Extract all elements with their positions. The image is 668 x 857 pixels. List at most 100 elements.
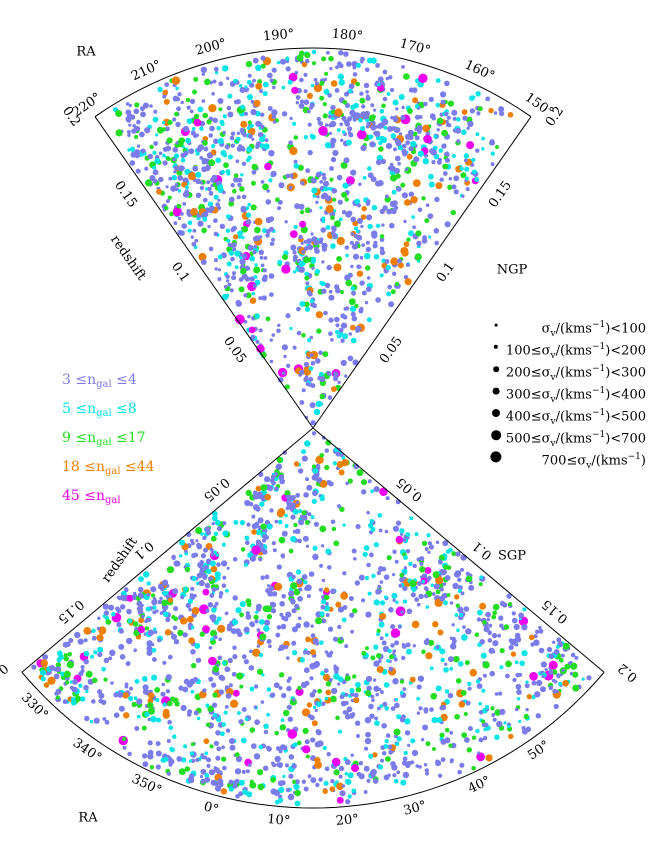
ngp-cluster-point: [346, 139, 352, 146]
sgp-cluster-point: [206, 757, 212, 763]
sgp-cluster-point: [318, 587, 323, 592]
ngp-cluster-point: [328, 55, 334, 62]
sgp-cluster-point: [387, 744, 393, 750]
sgp-cluster-point: [155, 697, 160, 703]
sgp-cluster-point: [423, 586, 429, 591]
sgp-cluster-point: [256, 491, 263, 498]
sgp-cluster-point: [202, 688, 207, 693]
sgp-cluster-point: [451, 623, 455, 627]
sgp-cluster-point: [402, 538, 407, 542]
sgp-cluster-point: [461, 634, 468, 641]
sgp-cluster-point: [137, 625, 145, 634]
sgp-cluster-point: [538, 625, 542, 630]
ngp-cluster-point: [381, 262, 388, 269]
sgp-cluster-point: [482, 661, 490, 669]
ngp-cluster-point: [342, 100, 348, 105]
ngp-cluster-point: [392, 99, 399, 106]
sgp-cluster-point: [216, 562, 221, 567]
sgp-cluster-point: [325, 681, 332, 687]
ngp-cluster-point: [347, 126, 353, 132]
sgp-cluster-point: [395, 527, 399, 531]
ngp-cluster-point: [462, 115, 468, 121]
sgp-cluster-point: [465, 571, 470, 576]
sgp-cluster-point: [196, 572, 203, 579]
sgp-cluster-point: [316, 477, 323, 483]
sgp-cluster-point: [572, 671, 579, 678]
sgp-cluster-point: [244, 535, 250, 541]
sgp-cluster-point: [193, 710, 199, 716]
sgp-cluster-point: [279, 724, 286, 731]
ngp-cluster-point: [415, 230, 422, 237]
sgp-cluster-point: [293, 783, 300, 791]
ngp-cluster-point: [431, 160, 436, 165]
sgp-cluster-point: [443, 667, 449, 673]
ngp-cluster-point: [304, 52, 311, 59]
sgp-cluster-point: [384, 633, 389, 637]
ngp-cluster-point: [488, 107, 494, 114]
ngp-cluster-point: [225, 274, 230, 279]
ngp-cluster-point: [283, 354, 287, 359]
ngp-cluster-point: [344, 245, 349, 250]
ngp-cluster-point: [185, 97, 191, 103]
sgp-cluster-point: [342, 571, 347, 576]
ngp-cluster-point: [202, 216, 208, 222]
sgp-cluster-point: [58, 654, 64, 660]
sgp-cluster-point: [187, 615, 194, 623]
ngp-cluster-point: [168, 176, 173, 181]
ngp-cluster-point: [223, 162, 229, 169]
sgp-cluster-point: [423, 639, 430, 646]
sgp-cluster-point: [491, 632, 498, 639]
sgp-cluster-point: [42, 654, 49, 660]
ngp-cluster-point: [149, 175, 156, 181]
ngp-cluster-point: [489, 140, 496, 146]
sgp-cluster-point: [118, 628, 124, 634]
ngp-cluster-point: [258, 249, 264, 255]
sgp-cluster-point: [499, 665, 504, 670]
sgp-cluster-point: [417, 581, 422, 586]
sgp-cluster-point: [246, 791, 253, 798]
sgp-cluster-point: [280, 718, 285, 723]
sgp-cluster-point: [283, 709, 290, 717]
sgp-cluster-point: [477, 751, 481, 755]
legend-label: 400≤σv/(kms−1)<500: [506, 402, 646, 433]
sgp-cluster-point: [113, 692, 119, 698]
ngp-cluster-point: [265, 233, 270, 238]
ngp-cluster-point: [230, 183, 235, 188]
sgp-cluster-point: [531, 695, 536, 700]
legend-label-tail: )<500: [605, 409, 646, 425]
ngp-cluster-point: [417, 207, 423, 213]
sgp-cluster-point: [147, 617, 152, 622]
sgp-cluster-point: [122, 692, 129, 699]
ngp-cluster-point: [472, 169, 477, 174]
ngp-cluster-point: [326, 50, 330, 55]
ngp-cluster-point: [115, 129, 123, 137]
ngp-cluster-point: [340, 359, 347, 366]
sgp-cluster-point: [552, 689, 557, 694]
sgp-cluster-point: [435, 685, 442, 692]
ngp-cluster-point: [352, 359, 359, 366]
ngp-cluster-point: [344, 197, 349, 202]
sgp-cluster-point: [134, 726, 140, 731]
ngp-cluster-point: [236, 195, 241, 200]
sgp-cluster-point: [123, 712, 130, 719]
sgp-cluster-point: [182, 686, 188, 693]
ngp-cluster-point: [309, 353, 314, 357]
ngp-cluster-point: [154, 158, 161, 165]
ngp-cluster-point: [362, 175, 367, 180]
sgp-cluster-point: [394, 559, 399, 564]
cluster-points-layer: [31, 49, 592, 807]
sgp-cluster-point: [369, 713, 375, 719]
ngp-cluster-point: [317, 120, 322, 125]
sgp-cluster-point: [339, 694, 345, 700]
sgp-cluster-point: [193, 552, 199, 558]
sgp-cluster-point: [347, 772, 354, 779]
sgp-cluster-point: [226, 625, 233, 632]
sgp-cluster-point: [301, 574, 308, 580]
ngp-cluster-point: [453, 189, 459, 195]
ngp-cluster-point: [235, 299, 242, 306]
wedge-frame-layer: [21, 47, 605, 809]
sgp-cluster-point: [104, 719, 110, 725]
sgp-cluster-point: [558, 657, 564, 663]
ngp-cluster-point: [153, 141, 159, 146]
ngp-cluster-point: [177, 229, 183, 236]
